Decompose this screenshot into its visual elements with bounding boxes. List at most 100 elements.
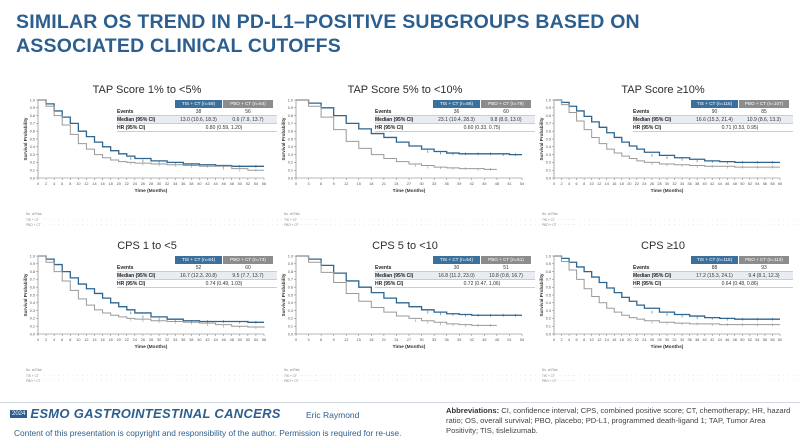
median-row: Median (95% CI) 16.8 (11.2, 23.0) 10.8 (0.… [375, 272, 535, 280]
x-axis-label: Time (Months) [393, 344, 426, 350]
pbo-events: 56 [245, 109, 251, 115]
x-tick-label: 2 [45, 338, 47, 342]
x-tick-label: 28 [149, 338, 153, 342]
y-tick-label: 0.6 [288, 130, 293, 134]
x-tick-label: 15 [357, 182, 361, 186]
x-tick-label: 30 [419, 338, 423, 342]
x-tick-label: 42 [710, 182, 714, 186]
y-tick-label: 0.0 [546, 176, 551, 180]
events-row: Events 38 56 [117, 108, 277, 116]
x-tick-label: 26 [650, 182, 654, 186]
median-label: Median (95% CI) [633, 117, 672, 123]
events-row: Events 88 93 [633, 264, 793, 272]
tis-median: 17.2 (15.3, 24.1) [696, 273, 733, 279]
tis-ct-curve [296, 255, 522, 316]
pbo-events: 85 [761, 109, 767, 115]
km-panel-4: CPS 1 to <5 1.0 0.9 0.8 0.7 0.6 0.5 0.4 0.3 0.2 0.… [22, 240, 316, 383]
x-tick-label: 34 [173, 338, 177, 342]
x-tick-label: 12 [84, 338, 88, 342]
hr-row: HR (95% CI) 0.74 (0.49, 1.03) [117, 280, 277, 288]
x-tick-label: 40 [197, 338, 201, 342]
x-tick-label: 26 [650, 338, 654, 342]
x-tick-label: 12 [597, 338, 601, 342]
risk-row-tis: TIS + CT · · · · · · · · · · · · · · · · … [26, 374, 317, 378]
events-row: Events 90 85 [633, 108, 793, 116]
pbo-ct-curve [38, 255, 265, 328]
x-tick-label: 8 [583, 182, 585, 186]
y-tick-label: 0.5 [288, 137, 293, 141]
pbo-median: 0.6 (7.9, 13.7) [232, 117, 264, 123]
y-tick-label: 0.9 [30, 106, 35, 110]
y-tick-label: 0.1 [288, 325, 293, 329]
y-tick-label: 0.0 [288, 332, 293, 336]
x-tick-label: 52 [246, 182, 250, 186]
x-tick-label: 8 [583, 338, 585, 342]
risk-row-tis: TIS + CT · · · · · · · · · · · · · · · · … [26, 218, 317, 222]
table-header: TIS + CT (n=116) PBO + CT (n=107) [633, 100, 793, 108]
y-tick-label: 0.7 [288, 278, 293, 282]
x-tick-label: 51 [507, 182, 511, 186]
logo-text: ESMO GASTROINTESTINAL CANCERS [30, 406, 281, 421]
y-axis-label: Survival Probability [281, 117, 286, 160]
x-tick-label: 22 [635, 338, 639, 342]
x-tick-label: 32 [165, 338, 169, 342]
x-tick-label: 33 [432, 338, 436, 342]
abbreviations-text: CI, confidence interval; CPS, combined p… [446, 406, 791, 435]
x-tick-label: 22 [635, 182, 639, 186]
tis-ct-header: TIS + CT (n=64) [175, 256, 222, 264]
risk-row-label: PBO + CT [542, 379, 557, 383]
x-tick-label: 18 [620, 182, 624, 186]
risk-table: No. at Risk TIS + CT · · · · · · · · · · ·… [280, 212, 574, 238]
abbreviations: Abbreviations: CI, confidence interval; … [446, 406, 796, 436]
pbo-ct-header: PBO + CT (n=113) [739, 256, 789, 264]
hr-row: HR (95% CI) 0.64 (0.48, 0.86) [633, 280, 793, 288]
risk-row-pbo: PBO + CT · · · · · · · · · · · · · · · · … [542, 223, 800, 227]
panel-title: CPS ≥10 [641, 240, 685, 252]
events-row: Events 52 60 [117, 264, 277, 272]
x-tick-label: 16 [612, 338, 616, 342]
events-label: Events [117, 265, 134, 271]
x-tick-label: 18 [369, 338, 373, 342]
y-tick-label: 0.9 [546, 262, 551, 266]
risk-row-label: TIS + CT [542, 374, 555, 378]
x-tick-label: 42 [205, 182, 209, 186]
x-axis-label: Time (Months) [393, 188, 426, 194]
risk-row-label: PBO + CT [26, 379, 41, 383]
x-tick-label: 14 [92, 338, 96, 342]
x-tick-label: 44 [213, 338, 217, 342]
table-header: TIS + CT (n=54) PBO + CT (n=61) [375, 256, 535, 264]
km-panel-1: TAP Score 1% to <5% 1.0 0.9 0.8 0.7 0.6 0.5 0.4… [22, 84, 316, 227]
x-tick-label: 20 [117, 182, 121, 186]
x-tick-label: 33 [432, 182, 436, 186]
x-tick-label: 0 [37, 338, 39, 342]
x-tick-label: 22 [125, 338, 129, 342]
x-tick-label: 39 [457, 182, 461, 186]
y-tick-label: 1.0 [30, 254, 35, 258]
risk-row-values: · · · · · · · · · · · · · · · · · · · · … [44, 223, 318, 227]
tis-median: 13.0 (10.6, 18.3) [180, 117, 217, 123]
median-label: Median (95% CI) [375, 273, 414, 279]
risk-row-pbo: PBO + CT · · · · · · · · · · · · · · · · … [284, 223, 575, 227]
x-tick-label: 44 [718, 182, 722, 186]
x-tick-label: 18 [620, 338, 624, 342]
y-tick-label: 0.6 [546, 130, 551, 134]
hr-label: HR (95% CI) [117, 125, 146, 131]
x-tick-label: 9 [333, 182, 335, 186]
x-tick-label: 12 [84, 182, 88, 186]
x-tick-label: 51 [507, 338, 511, 342]
y-tick-label: 0.4 [288, 145, 293, 149]
y-tick-label: 0.5 [30, 137, 35, 141]
x-tick-label: 20 [117, 338, 121, 342]
x-tick-label: 52 [748, 182, 752, 186]
x-tick-label: 44 [718, 338, 722, 342]
pbo-median: 10.8 (0.8, 16.7) [489, 273, 523, 279]
y-tick-label: 0.5 [546, 293, 551, 297]
risk-row-values: · · · · · · · · · · · · · · · · · · · · … [44, 374, 318, 378]
x-tick-label: 26 [141, 182, 145, 186]
x-tick-label: 3 [307, 182, 309, 186]
risk-row-label: PBO + CT [26, 223, 41, 227]
risk-row-tis: TIS + CT · · · · · · · · · · · · · · · · … [542, 374, 800, 378]
y-tick-label: 0.6 [30, 130, 35, 134]
slide-title: SIMILAR OS TREND IN PD-L1–POSITIVE SUBGR… [16, 10, 716, 58]
median-row: Median (95% CI) 13.0 (10.6, 18.3) 0.6 (7.9… [117, 116, 277, 124]
